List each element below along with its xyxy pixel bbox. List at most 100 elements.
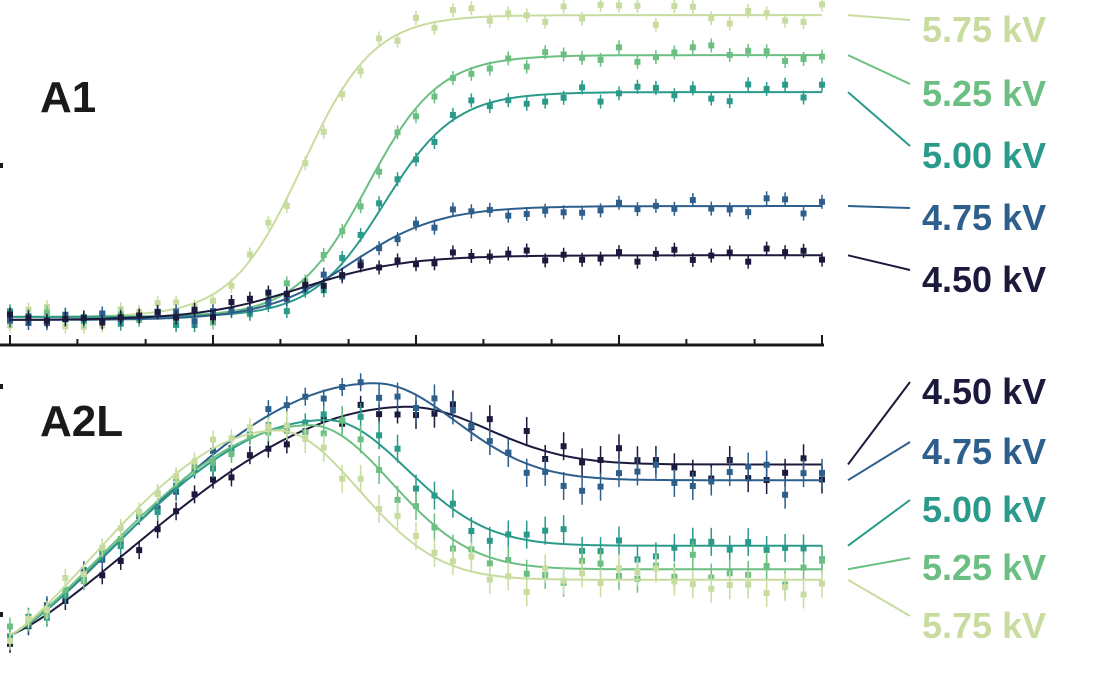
a2l-data-point (7, 637, 13, 644)
a2l-data-point (210, 476, 216, 483)
a1-data-point (43, 309, 50, 316)
a1-data-point (394, 129, 401, 136)
a1-fit-line-5-00-kv (10, 91, 822, 318)
a1-data-point (708, 252, 715, 259)
a2l-data-point (763, 590, 770, 597)
a2l-data-point (634, 568, 641, 575)
a1-series-5-25-kv: 5.25 kV (7, 38, 1046, 331)
a1-data-point (246, 251, 253, 258)
a1-data-point (117, 314, 124, 321)
a2l-data-point (431, 410, 438, 417)
a2l-data-point (394, 512, 401, 519)
a1-series-label-5-75-kv: 5.75 kV (922, 9, 1046, 50)
a1-data-point (154, 309, 161, 316)
a2l-data-point (708, 478, 715, 485)
a1-label-connector (847, 54, 911, 85)
a2l-data-point (597, 580, 604, 587)
a1-data-point (283, 308, 290, 315)
a1-data-point (449, 206, 456, 213)
a2l-data-point (782, 469, 789, 476)
a1-series-4-75-kv: 4.75 kV (7, 191, 1046, 331)
a2l-data-point (616, 470, 622, 477)
a1-data-point (763, 85, 770, 92)
a2l-data-point (210, 447, 216, 454)
a1-data-point (320, 252, 327, 259)
a1-series-label-4-75-kv: 4.75 kV (922, 197, 1046, 238)
a2l-data-point (413, 503, 419, 510)
a2l-series-5-75-kv: 5.75 kV (7, 411, 1046, 650)
a2l-data-point (62, 575, 69, 582)
a2l-data-point (782, 544, 789, 551)
a1-data-point (634, 206, 641, 213)
a2l-data-point (726, 469, 733, 476)
a1-data-point (394, 236, 401, 243)
a2l-data-point (505, 573, 512, 580)
panel-title-a2l: A2L (40, 397, 123, 446)
a1-data-point (394, 176, 401, 183)
a1-data-point (652, 202, 659, 209)
a2l-data-point (523, 469, 530, 476)
a2l-label-connector (847, 557, 911, 571)
a1-data-point (191, 318, 198, 325)
a2l-data-point (505, 531, 512, 538)
a2l-data-point (431, 492, 438, 499)
a1-data-point (486, 65, 493, 72)
a1-data-point (505, 55, 512, 62)
a1-data-point (339, 91, 346, 98)
a2l-y-tick (0, 612, 3, 617)
a1-data-point (468, 97, 475, 104)
a2l-data-point (431, 524, 438, 531)
a2l-data-point (468, 422, 475, 429)
a2l-data-point (671, 544, 678, 551)
a1-data-point (505, 97, 512, 104)
a1-data-point (486, 253, 493, 260)
a1-data-point (671, 205, 678, 212)
a1-data-point (800, 94, 807, 101)
a1-data-point (819, 1, 825, 8)
a2l-data-point (191, 491, 198, 498)
a1-label-connector (847, 205, 911, 209)
a1-data-point (394, 37, 401, 44)
a1-data-point (634, 58, 641, 65)
a1-data-point (726, 206, 733, 213)
a1-data-point (136, 312, 143, 319)
a1-data-point (413, 113, 419, 120)
a1-data-point (634, 258, 641, 265)
a1-data-point (579, 209, 586, 216)
a1-data-point (413, 156, 419, 163)
a1-data-point (505, 10, 512, 17)
a1-data-point (745, 7, 752, 14)
a1-data-point (173, 314, 180, 321)
a2l-data-point (413, 404, 419, 411)
a1-data-point (597, 207, 604, 214)
a1-data-point (652, 250, 659, 257)
a1-data-point (763, 10, 770, 17)
a2l-data-point (523, 531, 530, 538)
a1-data-point (800, 210, 807, 217)
a2l-data-point (542, 565, 549, 572)
a2l-data-point (228, 435, 235, 442)
a2l-data-point (763, 546, 770, 553)
a2l-data-point (745, 539, 752, 546)
a1-data-point (486, 103, 493, 110)
a1-data-point (597, 1, 604, 8)
a1-data-point (413, 14, 419, 21)
a2l-data-point (154, 509, 161, 516)
a1-series-4-50-kv: 4.50 kV (7, 241, 1046, 330)
a2l-data-point (320, 430, 327, 437)
a2l-data-point (486, 560, 493, 567)
a2l-data-point (228, 450, 235, 457)
a2l-data-point (320, 444, 327, 451)
a2l-label-connector (847, 499, 911, 547)
a1-data-point (634, 2, 641, 9)
a1-data-point (819, 53, 825, 60)
a1-data-point (376, 245, 383, 252)
a1-series-label-4-50-kv: 4.50 kV (922, 259, 1046, 300)
a1-fit-line-5-75-kv (10, 14, 822, 318)
a1-data-point (616, 249, 622, 256)
a1-data-point (689, 197, 696, 204)
a1-data-point (449, 249, 456, 256)
a2l-data-point (523, 427, 530, 434)
a1-data-point (486, 17, 493, 24)
a1-data-point (154, 299, 161, 306)
